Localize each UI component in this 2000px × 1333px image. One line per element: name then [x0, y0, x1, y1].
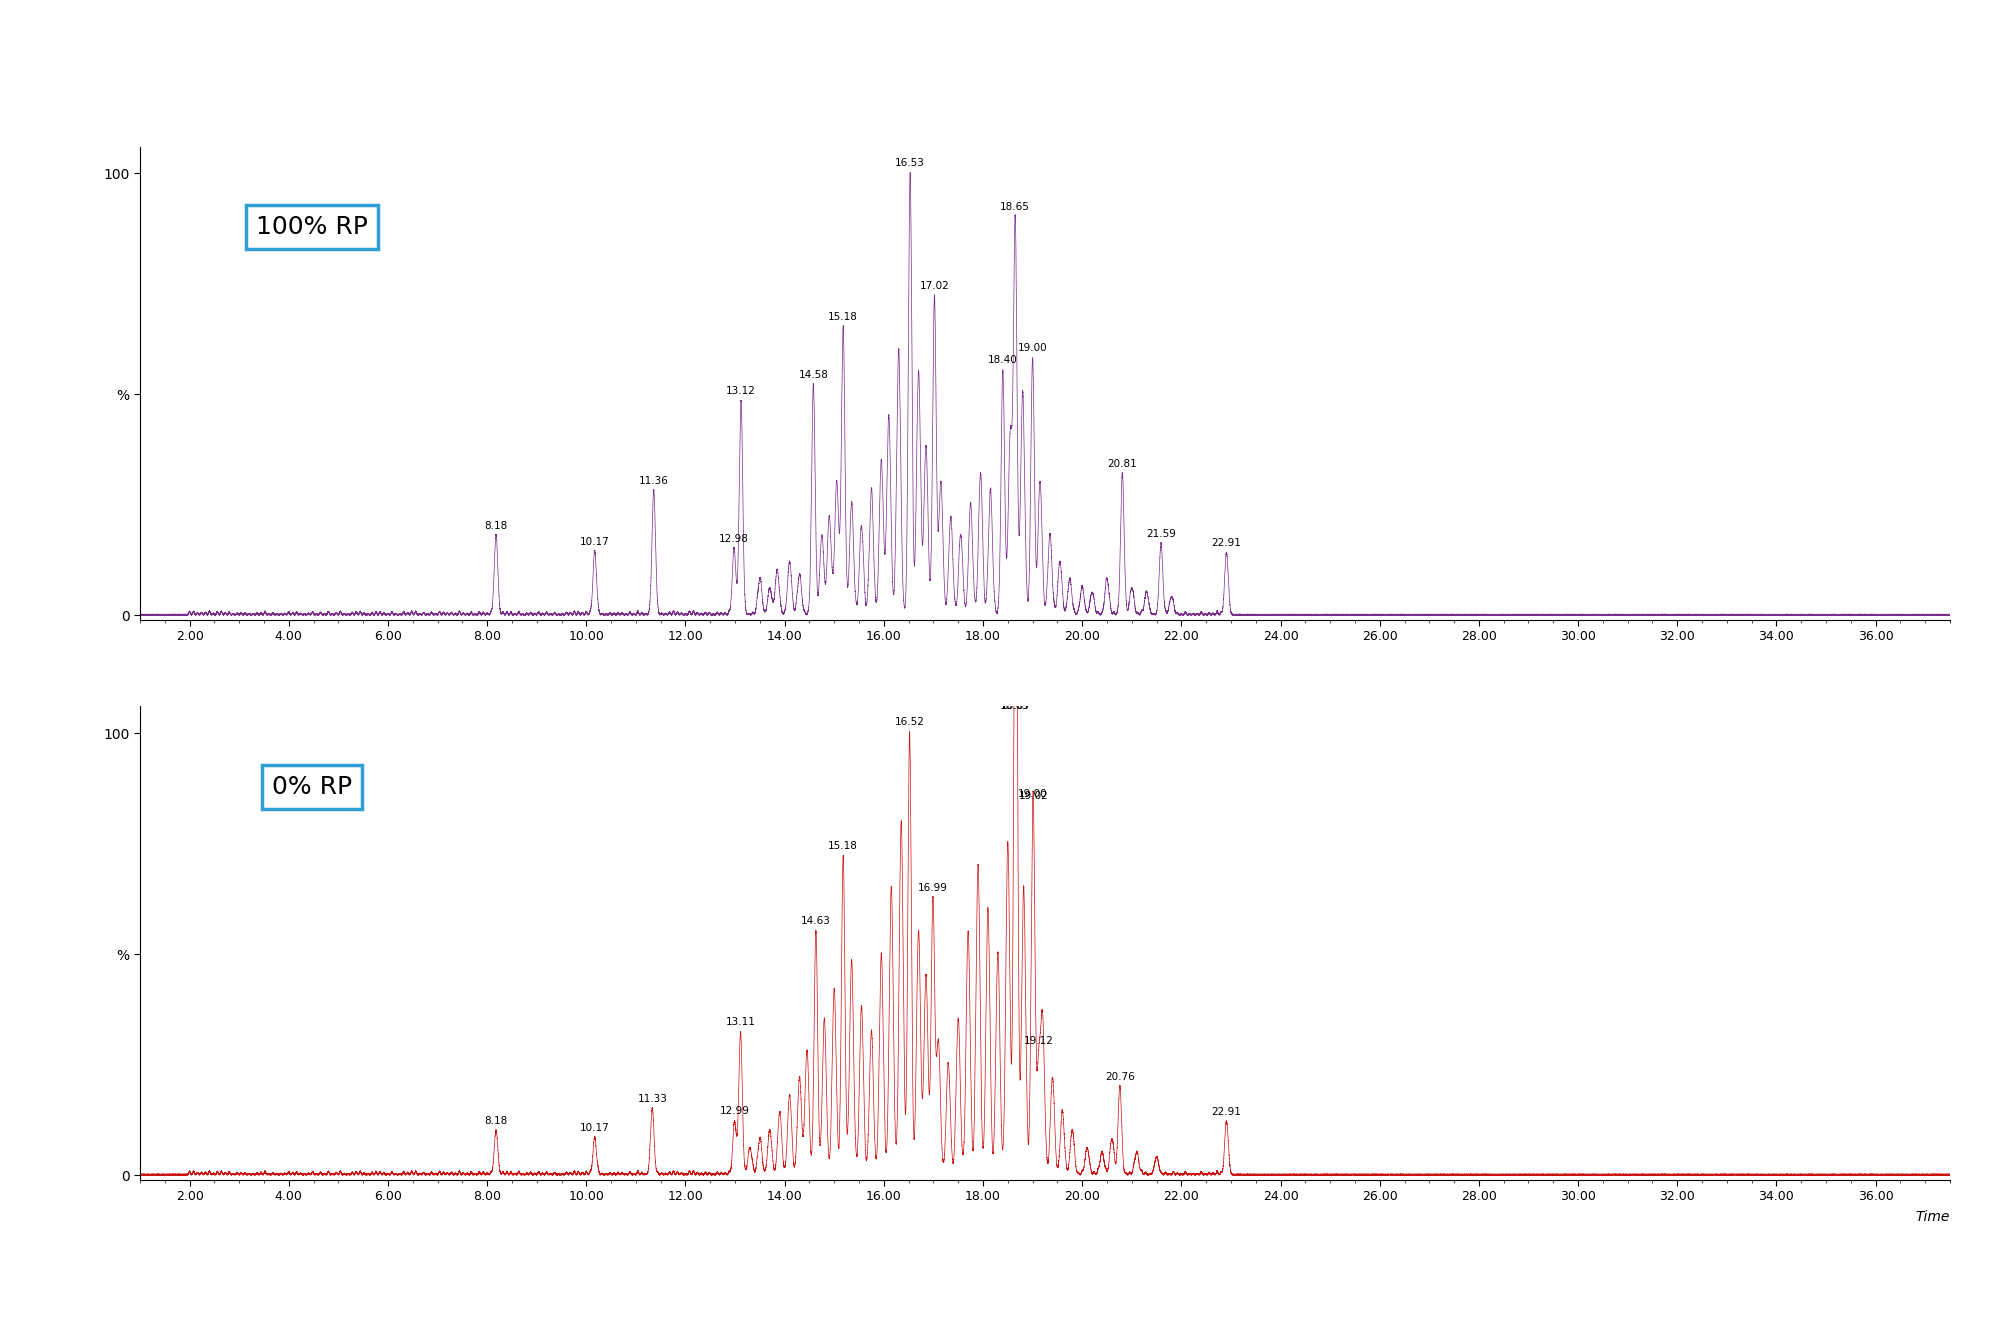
Text: 16.99: 16.99 [918, 882, 948, 893]
Text: 14.58: 14.58 [798, 369, 828, 380]
Text: 19.12: 19.12 [1024, 1036, 1054, 1046]
Text: 18.67: 18.67 [1002, 701, 1032, 710]
Text: 15.18: 15.18 [828, 312, 858, 321]
Text: 20.76: 20.76 [1106, 1072, 1134, 1082]
Text: 17.02: 17.02 [920, 281, 950, 291]
Text: 22.91: 22.91 [1212, 1108, 1242, 1117]
Text: 19.00: 19.00 [1018, 344, 1048, 353]
Text: 10.17: 10.17 [580, 1124, 610, 1133]
Text: 19.00: 19.00 [1018, 789, 1048, 798]
Text: 15.18: 15.18 [828, 841, 858, 852]
Text: 21.59: 21.59 [1146, 529, 1176, 539]
Text: 0% RP: 0% RP [272, 774, 352, 798]
Text: 12.98: 12.98 [720, 533, 750, 544]
Text: 16.53: 16.53 [896, 159, 926, 168]
Text: 11.36: 11.36 [638, 476, 668, 487]
Text: 10.17: 10.17 [580, 537, 610, 547]
Text: 18.65: 18.65 [1000, 701, 1030, 710]
Text: 18.65: 18.65 [1000, 201, 1030, 212]
Text: 18.40: 18.40 [988, 355, 1018, 365]
Text: 13.11: 13.11 [726, 1017, 756, 1026]
Text: 13.12: 13.12 [726, 387, 756, 396]
Text: Time: Time [1916, 1210, 1950, 1225]
Text: 100% RP: 100% RP [256, 215, 368, 239]
Text: 12.99: 12.99 [720, 1106, 750, 1116]
Text: 14.63: 14.63 [800, 916, 830, 925]
Text: 22.91: 22.91 [1212, 539, 1242, 548]
Text: 8.18: 8.18 [484, 1116, 508, 1126]
Text: 19.02: 19.02 [1018, 790, 1048, 801]
Text: 11.33: 11.33 [638, 1094, 668, 1104]
Text: 16.52: 16.52 [894, 717, 924, 728]
Text: 8.18: 8.18 [484, 521, 508, 531]
Text: 20.81: 20.81 [1108, 459, 1138, 469]
